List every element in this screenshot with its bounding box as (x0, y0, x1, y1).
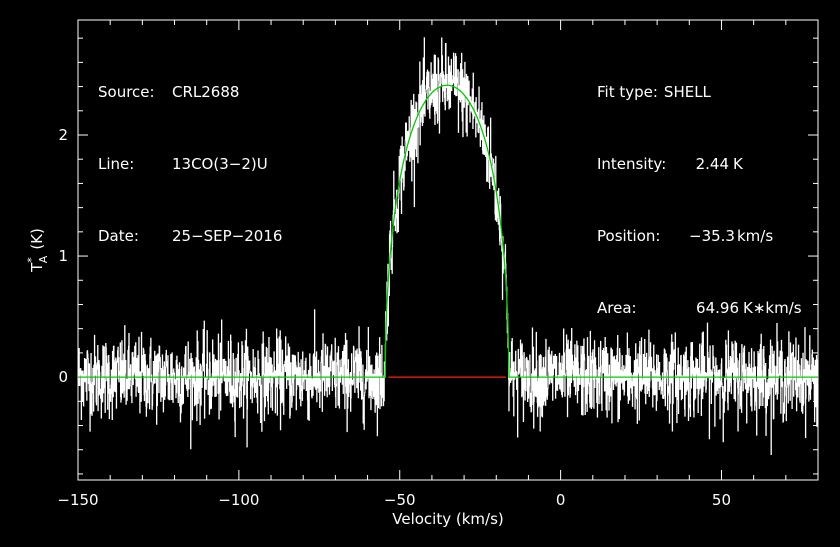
intensity-row: Intensity: 2.44 K (597, 152, 802, 176)
source-row: Source: CRL2688 (98, 80, 282, 104)
area-label: Area: (597, 299, 637, 317)
date-value: 25−SEP−2016 (172, 227, 283, 245)
y-tick-label: 0 (58, 368, 68, 386)
x-tick-label: −150 (57, 491, 98, 509)
axis-tick-labels: −150 −100 −50 0 50 0 1 2 (57, 126, 731, 509)
x-tick-label: 0 (556, 491, 566, 509)
area-unit: K∗km/s (743, 299, 802, 317)
svg-text:T*A(K): T*A (K) (25, 228, 50, 273)
date-row: Date: 25−SEP−2016 (98, 224, 282, 248)
source-label: Source: (98, 83, 155, 101)
line-label: Line: (98, 155, 135, 173)
source-value: CRL2688 (172, 83, 240, 101)
position-label: Position: (597, 227, 661, 245)
area-value: 64.96 (696, 299, 739, 317)
x-tick-label: −100 (218, 491, 259, 509)
intensity-label: Intensity: (597, 155, 667, 173)
y-axis-label-sub: A (37, 255, 50, 263)
date-label: Date: (98, 227, 139, 245)
fit-info: Fit type: SHELL Intensity: 2.44 K Position:… (597, 32, 802, 344)
y-axis-label-unit: (K) (28, 228, 46, 250)
intensity-value: 2.44 (695, 155, 729, 173)
position-unit: km/s (737, 227, 774, 245)
series-layer (77, 37, 819, 455)
position-row: Position: −35.3 km/s (597, 224, 802, 248)
fit-type-label: Fit type: (597, 83, 658, 101)
y-tick-label: 1 (58, 247, 68, 265)
fit-type-row: Fit type: SHELL (597, 80, 802, 104)
x-tick-label: 50 (712, 491, 731, 509)
axis-ticks (77, 20, 819, 480)
position-value: −35.3 (689, 227, 735, 245)
fit-type-value: SHELL (663, 83, 711, 101)
y-tick-label: 2 (58, 126, 68, 144)
line-row: Line: 13CO(3−2)U (98, 152, 282, 176)
plot-frame (77, 19, 819, 481)
x-axis-label: Velocity (km/s) (392, 510, 503, 528)
intensity-unit: K (733, 155, 743, 173)
shell-fit-curve (78, 84, 818, 378)
x-tick-label: −50 (384, 491, 416, 509)
line-value: 13CO(3−2)U (172, 155, 268, 173)
observation-info: Source: CRL2688 Line: 13CO(3−2)U Date: 25−S… (98, 32, 282, 272)
y-axis-label-sup: * (25, 257, 38, 263)
y-axis-label: T*A (K) (25, 228, 50, 273)
area-row: Area: 64.96 K∗km/s (597, 296, 802, 320)
y-axis-label-main: T (28, 262, 46, 273)
